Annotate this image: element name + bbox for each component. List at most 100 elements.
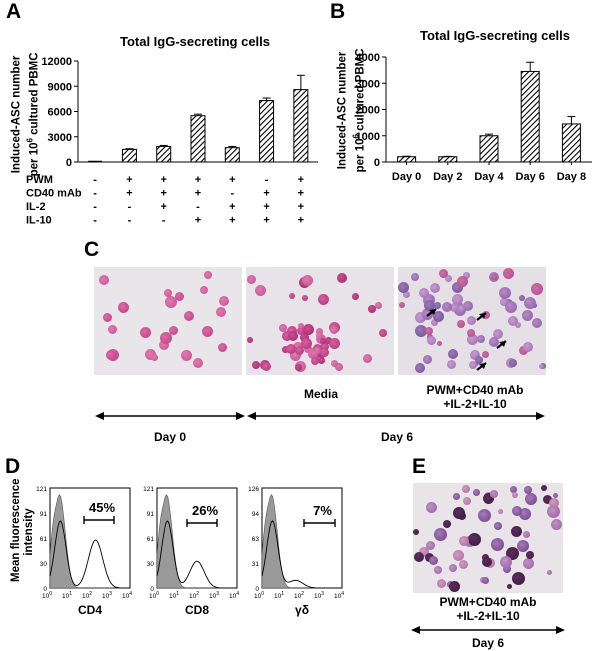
cell	[429, 556, 438, 565]
cell	[164, 289, 172, 297]
stained-histogram	[261, 520, 342, 589]
gate-percent: 7%	[313, 503, 332, 518]
cell	[419, 288, 429, 298]
cell	[482, 351, 489, 358]
cell	[490, 490, 498, 498]
cell	[320, 348, 329, 357]
condition-label: IL-10	[26, 215, 52, 227]
cell	[526, 551, 534, 559]
panel-b-chart: 0 1000 2000 3000 4000 Day 0 Day 2 Day 4 Day 6 Day…	[356, 52, 592, 183]
x-tick-exponent: 3	[109, 591, 112, 597]
panel-e-treat-line1: PWM+CD40 mAb	[439, 595, 537, 609]
cell	[255, 285, 266, 296]
cell	[478, 509, 491, 522]
cell	[335, 363, 343, 371]
cell	[282, 331, 292, 341]
cell	[415, 325, 427, 337]
cell	[491, 274, 497, 280]
flow-marker-label: CD4	[78, 603, 102, 617]
cell	[316, 328, 323, 335]
x-tick-label: 103	[102, 591, 112, 600]
cell	[300, 333, 309, 342]
cell	[368, 305, 376, 313]
cell	[458, 305, 465, 312]
condition-mark: +	[195, 215, 201, 227]
condition-mark: +	[126, 174, 132, 186]
y-tick-label: 3000	[48, 132, 72, 144]
cell	[463, 497, 471, 505]
day6-double-arrow	[247, 412, 545, 420]
cell	[503, 565, 511, 573]
cell	[145, 349, 156, 360]
cell	[493, 329, 503, 339]
cell	[463, 301, 473, 311]
cell	[522, 310, 533, 321]
cell	[331, 360, 338, 367]
condition-label: PWM	[26, 174, 53, 186]
condition-mark: +	[263, 201, 269, 213]
x-tick-label: Day 2	[433, 171, 462, 183]
cell	[525, 493, 537, 505]
cell	[553, 493, 558, 498]
condition-mark: -	[230, 188, 234, 200]
cell	[543, 495, 552, 504]
cell	[289, 293, 295, 299]
panel-c-day6-label: Day 6	[380, 430, 414, 444]
cell	[531, 283, 543, 295]
x-tick-label: 101	[169, 591, 179, 600]
cell	[200, 286, 208, 294]
cell	[448, 349, 458, 359]
cell	[551, 519, 562, 530]
micrograph-day0	[94, 267, 242, 375]
panel-e-treat-line2: +IL-2+IL-10	[456, 609, 520, 623]
arrow-head	[499, 341, 506, 347]
cell	[318, 294, 329, 305]
x-tick-label: 104	[229, 591, 239, 600]
cell	[470, 350, 480, 360]
cell	[415, 312, 426, 323]
day0-double-arrow	[95, 412, 245, 420]
cell	[375, 302, 382, 309]
cell	[202, 326, 213, 337]
cell	[316, 332, 323, 339]
x-tick-label: 103	[209, 591, 219, 600]
cell	[218, 343, 227, 352]
cell	[140, 327, 151, 338]
cell	[524, 486, 532, 494]
cell	[379, 329, 387, 337]
gate-percent: 45%	[89, 500, 115, 515]
cell	[437, 341, 442, 346]
x-tick-label: 104	[122, 591, 132, 600]
cell	[524, 297, 536, 309]
cell	[304, 345, 312, 353]
cell	[499, 287, 511, 299]
panel-c-treat-line2: +IL-2+IL-10	[443, 397, 507, 411]
cell	[282, 346, 289, 353]
condition-mark: -	[93, 201, 97, 213]
cell	[425, 327, 433, 335]
cell	[547, 505, 560, 518]
x-tick-exponent: 2	[196, 591, 199, 597]
cell	[352, 293, 359, 300]
y-tick-label: 1000	[356, 131, 380, 143]
panel-e-treatment-label: PWM+CD40 mAb +IL-2+IL-10	[423, 595, 553, 623]
condition-mark: -	[93, 188, 97, 200]
cell	[453, 493, 460, 500]
isotype-histogram	[49, 494, 130, 589]
cell	[219, 296, 229, 306]
micrograph-treated-day6	[398, 267, 546, 375]
cell	[452, 282, 463, 293]
cell	[517, 540, 529, 552]
y-tick-label: 2000	[356, 105, 380, 117]
panel-letter-a: A	[6, 0, 22, 23]
cell	[430, 283, 440, 293]
cell	[489, 337, 499, 347]
y-tick-label: 61	[40, 536, 48, 543]
cell	[165, 296, 177, 308]
cell	[175, 292, 184, 301]
x-tick-exponent: 4	[236, 591, 239, 597]
cell	[532, 318, 542, 328]
cell	[482, 577, 489, 584]
stained-histogram	[156, 520, 237, 589]
condition-mark: +	[229, 215, 235, 227]
